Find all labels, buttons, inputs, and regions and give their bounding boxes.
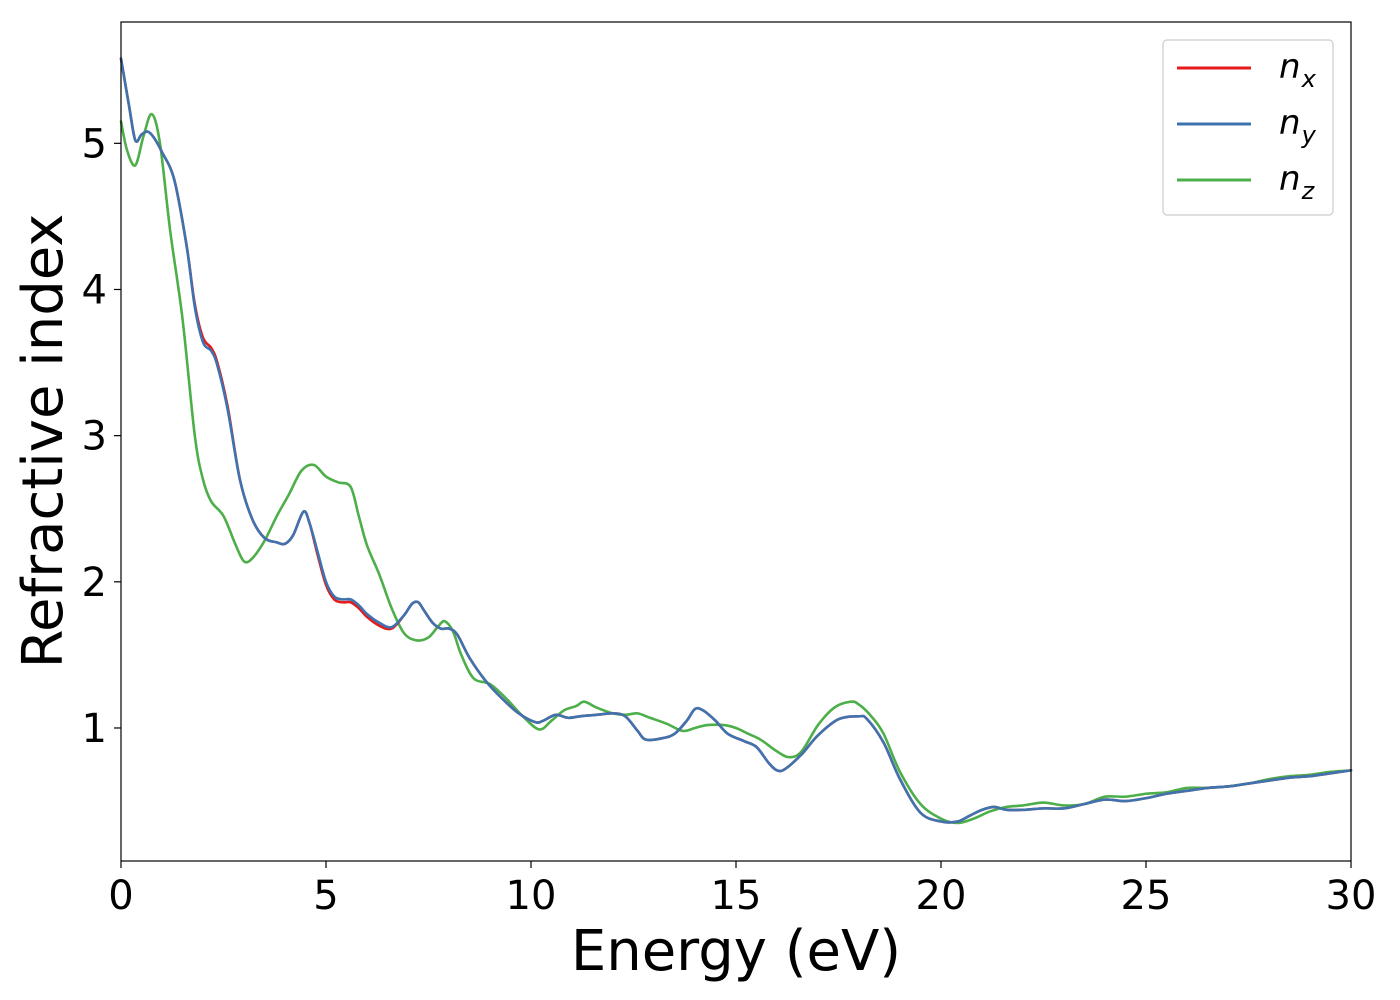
x-tick-label: 25: [1121, 873, 1172, 919]
x-tick-label: 30: [1326, 873, 1377, 919]
legend-label-y: ny: [1279, 103, 1317, 149]
y-tick-label: 2: [82, 560, 107, 606]
legend-items: nx ny nz: [1177, 47, 1317, 205]
y-axis-ticks: 1 2 3 4 5: [82, 121, 121, 752]
x-axis-label: Energy (eV): [571, 919, 901, 984]
series-line-z: [119, 112, 1353, 825]
x-tick-label: 20: [916, 873, 967, 919]
series-line-y: [119, 57, 1353, 824]
x-tick-label: 5: [313, 873, 338, 919]
x-tick-label: 15: [711, 873, 762, 919]
y-tick-label: 4: [82, 267, 107, 313]
legend-label-x: nx: [1279, 47, 1317, 93]
x-axis-ticks: 0 5 10 15 20 25 30: [108, 861, 1376, 919]
y-tick-label: 1: [82, 706, 107, 752]
series-layer: [119, 57, 1353, 825]
y-tick-label: 3: [82, 414, 107, 460]
legend: nx ny nz: [1162, 39, 1334, 216]
x-tick-label: 0: [108, 873, 133, 919]
y-tick-label: 5: [82, 121, 107, 167]
legend-label-z: nz: [1279, 159, 1316, 205]
x-tick-label: 10: [506, 873, 557, 919]
legend-box: [1162, 39, 1334, 216]
y-axis-label: Refractive index: [11, 214, 76, 669]
